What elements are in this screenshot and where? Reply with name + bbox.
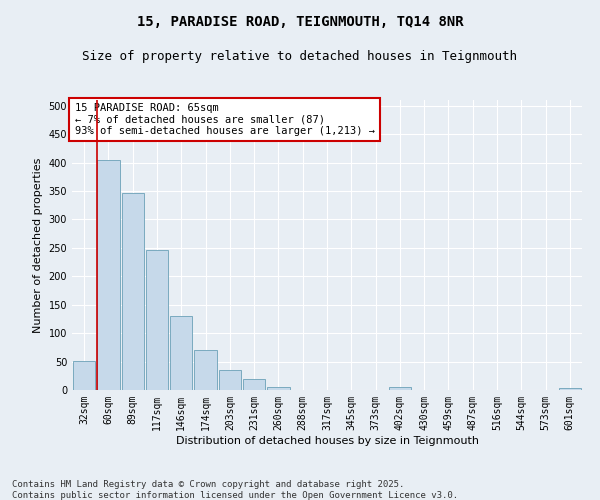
Bar <box>389 387 411 390</box>
Text: 15, PARADISE ROAD, TEIGNMOUTH, TQ14 8NR: 15, PARADISE ROAD, TEIGNMOUTH, TQ14 8NR <box>137 15 463 29</box>
Bar <box>73 361 95 390</box>
Bar <box>267 387 290 390</box>
X-axis label: Distribution of detached houses by size in Teignmouth: Distribution of detached houses by size … <box>176 436 479 446</box>
Text: 15 PARADISE ROAD: 65sqm
← 7% of detached houses are smaller (87)
93% of semi-det: 15 PARADISE ROAD: 65sqm ← 7% of detached… <box>74 103 374 136</box>
Bar <box>243 379 265 390</box>
Bar <box>559 388 581 390</box>
Bar <box>194 350 217 390</box>
Y-axis label: Number of detached properties: Number of detached properties <box>33 158 43 332</box>
Text: Contains HM Land Registry data © Crown copyright and database right 2025.
Contai: Contains HM Land Registry data © Crown c… <box>12 480 458 500</box>
Bar <box>170 316 193 390</box>
Bar <box>146 250 168 390</box>
Bar <box>122 194 144 390</box>
Bar <box>218 370 241 390</box>
Text: Size of property relative to detached houses in Teignmouth: Size of property relative to detached ho… <box>83 50 517 63</box>
Bar <box>97 160 119 390</box>
